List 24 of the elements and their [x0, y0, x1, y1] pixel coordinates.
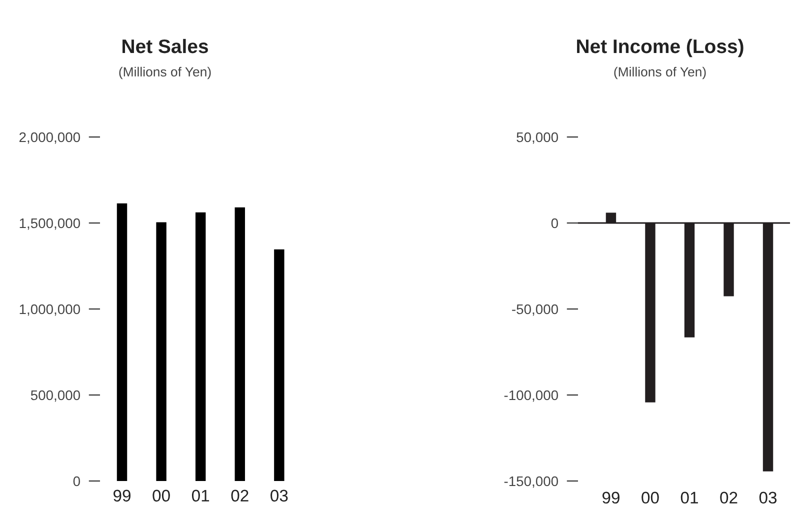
x-tick-label: 03	[759, 492, 777, 504]
y-tick-label: 500,000	[30, 390, 80, 402]
y-tick-label: 50,000	[516, 132, 558, 144]
y-tick-label: -100,000	[504, 390, 558, 402]
y-tick-label: 2,000,000	[19, 132, 80, 144]
x-tick-label: 03	[270, 490, 288, 502]
chart-title: Net Income (Loss)	[577, 38, 744, 58]
x-tick-label: 01	[192, 490, 210, 502]
y-tick-label: 1,500,000	[20, 218, 80, 230]
x-tick-label: 00	[152, 490, 170, 502]
chart-title: Net Sales	[122, 38, 208, 54]
chart-subtitle: (Millions of Yen)	[614, 66, 706, 80]
y-tick-label: 0	[551, 218, 558, 228]
x-tick-label: 02	[231, 490, 248, 502]
y-tick-label: 1,000,000	[20, 304, 80, 316]
x-tick-label: 00	[642, 492, 659, 504]
x-tick-label: 02	[720, 492, 738, 504]
x-tick-label: 99	[114, 490, 130, 502]
chart-subtitle: (Millions of Yen)	[119, 66, 211, 80]
y-tick-label: 0	[73, 476, 80, 486]
y-tick-label: -50,000	[512, 304, 558, 316]
y-tick-label: -150,000	[504, 476, 558, 488]
x-tick-label: 99	[602, 492, 620, 504]
x-tick-label: 01	[680, 492, 698, 504]
